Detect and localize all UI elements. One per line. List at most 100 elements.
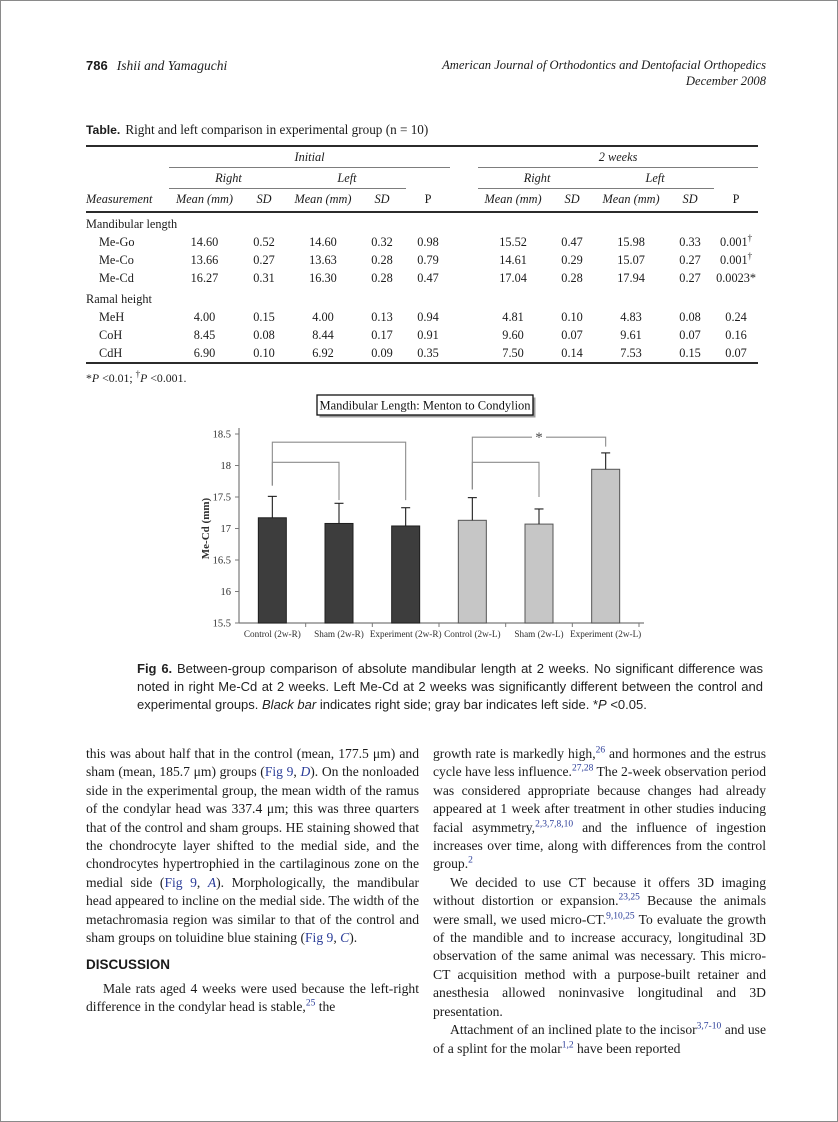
text-segment: <0.05. [606,697,647,712]
table-row: MeH 4.00 0.15 4.00 0.13 0.94 4.81 0.10 4.83 0.08 0… [86,308,758,326]
citation-superscript[interactable]: 2 [468,855,473,866]
table-cell: 7.53 [620,345,642,360]
section-label: Ramal height [86,291,152,306]
table-cell: 0.28 [371,271,393,285]
citation-superscript[interactable]: 23,25 [618,892,640,903]
subgroup-initial-right: Right [169,167,288,189]
figure-reference-link[interactable]: A [207,874,217,890]
table-cell: 8.45 [193,327,216,342]
text-segment: indicates right side; gray bar indicates… [316,697,599,712]
page-header: 786 Ishii and Yamaguchi American Journal … [86,58,766,89]
chart-title-box [316,394,534,416]
x-category-label: Experiment (2w-R) [370,629,442,639]
page-number: 786 [86,58,108,73]
row-label: CdH [99,345,123,360]
text-segment: and use of a splint for the molar [433,1022,767,1056]
text-segment: Male rats aged 4 weeks were used because… [86,980,419,1015]
citation-superscript[interactable]: 27,28 [571,763,594,774]
table-cell: 0.47 [417,271,439,285]
table-cell: 4.00 [193,309,216,324]
table-label: Table. [86,123,121,137]
text-segment: growth rate is markedly high, [433,746,596,761]
table-cell: 17.04 [499,271,527,285]
table-cell: 0.07 [561,327,583,342]
figure-reference-link[interactable]: Fig 9 [305,930,334,946]
text-segment: P [140,371,148,385]
text-segment: <0.001. [147,371,187,385]
y-axis-label: Me-Cd (mm) [200,497,212,559]
figure-reference-link[interactable]: C [340,930,350,946]
table-cell: 6.92 [312,345,334,360]
table-cell: 0.15 [679,345,701,360]
column-gap [450,308,478,326]
table-row: Me-Go 14.60 0.52 14.60 0.32 0.98 15.52 0.47 15.9… [86,232,758,252]
citation-superscript[interactable]: 3,7-10 [696,1021,722,1032]
table-cell: 0.52 [253,235,275,249]
y-tick-label: 18 [221,461,232,472]
table-cell: 0.33 [679,235,701,249]
x-category-label: Sham (2w-R) [314,629,364,639]
subgroup-initial-left: Left [288,167,406,189]
chart-svg: 15.5 16 16.5 17 17.5 18 18.5 * Control (2w-R) Sha… [200,394,644,639]
table-cell: 0.27 [679,271,701,285]
citation-superscript[interactable]: 25 [305,998,316,1009]
subgroup-2weeks-right: Right [478,167,597,189]
section-heading: DISCUSSION [86,957,171,973]
table-cell: 15.07 [617,253,645,267]
col-header-sd: SD [666,188,715,213]
table-group-header-row: Initial 2 weeks [86,146,759,168]
table-subgroup-header-row: Right Left Right Left [86,167,758,189]
citation-superscript[interactable]: 26 [595,745,606,756]
table-section: Table. Right and left comparison in exper… [86,122,759,386]
blank-cell [406,168,450,189]
body-paragraph: this was about half that in the control … [86,745,419,947]
column-gap [450,270,478,288]
text-segment: To evaluate the growth of the mandible a… [433,911,766,1019]
text-segment: † [135,369,141,380]
table-cell: 0.13 [371,309,393,324]
col-header-measurement: Measurement [86,188,169,213]
row-label: Me-Co [99,253,134,267]
table-cell: 0.32 [371,235,393,249]
table-row: CdH 6.90 0.10 6.92 0.09 0.35 7.50 0.14 7.53 0.15 0… [86,344,758,363]
blank-cell [86,146,169,168]
table-cell: 17.94 [617,271,645,285]
chart-bar [391,525,421,624]
figure-reference-link[interactable]: D [300,764,311,780]
body-paragraph: Attachment of an inclined plate to the i… [433,1021,766,1058]
body-text: this was about half that in the control … [86,745,766,1058]
chart-bar [591,468,621,624]
figure-reference-link[interactable]: Fig 9 [164,874,197,890]
text-segment: <0.01; [99,371,136,385]
table-cell: 8.44 [312,327,334,342]
text-segment: We decided to use CT because it offers 3… [433,874,766,909]
row-label: Me-Cd [99,271,134,285]
column-group-initial: Initial [169,146,451,168]
citation-superscript[interactable]: 2,3,7,8,10 [535,819,574,830]
x-category-label: Control (2w-R) [244,629,301,639]
y-tick-label: 17.5 [213,493,231,504]
citation-superscript[interactable]: 9,10,25 [606,911,635,922]
col-header-mean: Mean (mm) [478,188,549,213]
row-label: MeH [99,309,125,324]
table-title: Table. Right and left comparison in exper… [86,122,758,138]
figure-caption: Fig 6. Between-group comparison of absol… [137,660,763,714]
table-cell: 0.10 [561,309,583,324]
text-segment: Attachment of an inclined plate to the i… [450,1022,697,1038]
table-cell: 0.001† [719,232,753,249]
text-segment: ). On the nonloaded side in the experime… [86,764,419,890]
col-header-sd: SD [240,188,288,213]
col-header-p: P [714,188,759,213]
table-cell: 0.14 [561,345,583,360]
table-cell: 16.30 [309,271,337,285]
column-gap [450,344,478,363]
table-cell: 9.61 [620,327,642,342]
citation-superscript[interactable]: 1,2 [561,1039,574,1050]
y-tick-label: 15.5 [213,619,231,630]
table-cell: 13.63 [309,253,337,267]
text-segment: Black bar [262,697,317,712]
text-segment: Because the animals were small, we used … [433,893,766,927]
figure-reference-link[interactable]: Fig 9 [264,764,294,780]
column-gap [450,252,478,270]
